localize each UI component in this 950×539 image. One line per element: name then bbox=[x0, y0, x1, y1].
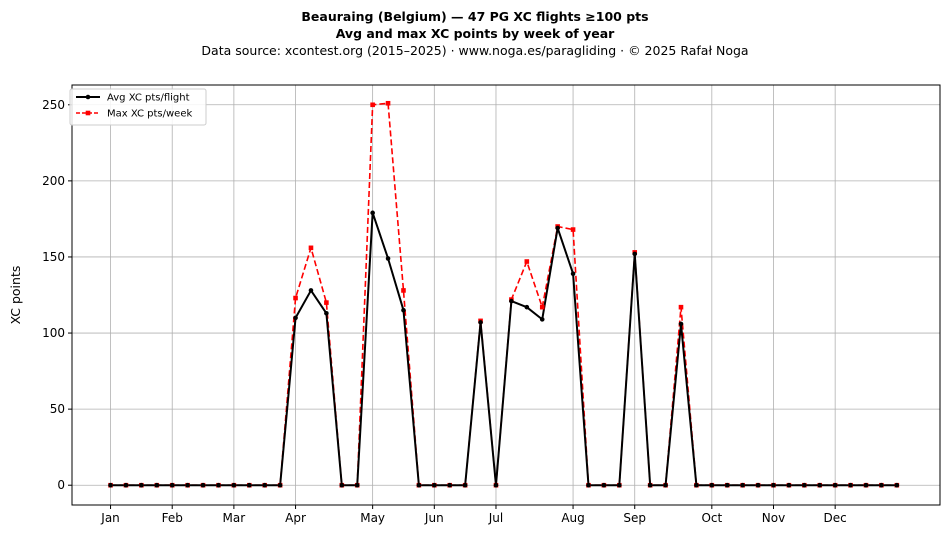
legend-box bbox=[69, 88, 207, 126]
max-point bbox=[524, 259, 530, 264]
legend: Avg XC pts/flight Max XC pts/week bbox=[69, 88, 207, 126]
avg-point bbox=[231, 482, 237, 488]
avg-point bbox=[200, 482, 206, 488]
avg-point bbox=[185, 482, 190, 488]
avg-point bbox=[832, 482, 838, 488]
avg-point bbox=[894, 482, 900, 488]
avg-point bbox=[724, 482, 730, 488]
x-tick-label: Dec bbox=[824, 511, 847, 525]
avg-point bbox=[216, 482, 221, 488]
avg-point bbox=[324, 310, 329, 316]
avg-point bbox=[524, 304, 530, 310]
x-tick-label: Oct bbox=[701, 511, 722, 525]
x-tick-label: Jun bbox=[424, 511, 444, 525]
avg-point bbox=[277, 482, 283, 488]
avg-point bbox=[617, 482, 622, 488]
x-tick-label: Sep bbox=[623, 511, 646, 525]
max-point bbox=[370, 102, 375, 108]
y-axis-label: XC points bbox=[8, 266, 23, 325]
avg-point bbox=[370, 210, 375, 216]
avg-point bbox=[601, 482, 607, 488]
avg-point bbox=[108, 482, 113, 488]
y-tick-label: 150 bbox=[42, 250, 65, 264]
avg-point bbox=[632, 251, 638, 257]
series-line-avg bbox=[110, 211, 897, 487]
avg-point bbox=[478, 320, 483, 325]
avg-point bbox=[416, 482, 422, 488]
avg-point bbox=[339, 482, 345, 488]
avg-point bbox=[663, 482, 668, 488]
avg-point bbox=[570, 271, 576, 276]
avg-point bbox=[555, 225, 560, 231]
max-point bbox=[293, 295, 298, 301]
avg-point bbox=[308, 288, 314, 293]
grid-lines bbox=[72, 85, 940, 505]
x-tick-label: Apr bbox=[285, 511, 306, 525]
max-point bbox=[570, 227, 576, 232]
avg-point bbox=[586, 482, 591, 488]
avg-point bbox=[154, 482, 160, 488]
max-point bbox=[308, 245, 314, 251]
axis-ticks: Jan Feb Mar Apr May Jun Jul Aug Sep Oct Nov Dec 0 50 1… bbox=[42, 98, 847, 525]
avg-point bbox=[740, 482, 745, 488]
chart-title: Beauraing (Belgium) — 47 PG XC flights ≥… bbox=[301, 9, 649, 24]
avg-point bbox=[879, 482, 884, 488]
y-tick-label: 50 bbox=[50, 402, 65, 416]
plot-frame bbox=[71, 84, 941, 506]
y-tick-label: 0 bbox=[57, 478, 65, 492]
avg-point bbox=[709, 482, 715, 488]
legend-swatch-marker bbox=[85, 110, 91, 116]
x-tick-label: Jan bbox=[100, 511, 120, 525]
avg-point bbox=[123, 482, 129, 488]
chart-title-block: Beauraing (Belgium) — 47 PG XC flights ≥… bbox=[0, 8, 950, 59]
avg-point bbox=[863, 482, 869, 488]
avg-point bbox=[493, 482, 499, 488]
avg-point bbox=[354, 482, 360, 488]
max-point bbox=[385, 100, 391, 106]
avg-point bbox=[817, 482, 823, 488]
data-source-note: Data source: xcontest.org (2015–2025) · … bbox=[201, 43, 749, 58]
avg-point bbox=[771, 482, 776, 488]
avg-point bbox=[462, 482, 468, 488]
legend-swatch-marker bbox=[85, 94, 91, 100]
x-tick-label: Aug bbox=[561, 511, 584, 525]
max-point bbox=[539, 304, 545, 310]
avg-point bbox=[262, 482, 268, 488]
avg-point bbox=[786, 482, 792, 488]
y-tick-label: 200 bbox=[42, 174, 65, 188]
x-tick-label: Jul bbox=[488, 511, 503, 525]
avg-point bbox=[694, 482, 699, 488]
avg-point bbox=[802, 482, 807, 488]
legend-label: Max XC pts/week bbox=[107, 109, 192, 120]
max-point bbox=[401, 288, 406, 293]
y-tick-label: 250 bbox=[42, 98, 65, 112]
avg-point bbox=[447, 482, 453, 488]
max-point bbox=[678, 304, 684, 310]
avg-point bbox=[385, 256, 391, 261]
avg-point bbox=[169, 482, 175, 488]
avg-point bbox=[509, 298, 514, 304]
chart-subtitle: Avg and max XC points by week of year bbox=[335, 26, 615, 41]
y-tick-label: 100 bbox=[42, 326, 65, 340]
x-tick-label: Feb bbox=[162, 511, 183, 525]
avg-point bbox=[755, 482, 761, 488]
avg-point bbox=[432, 482, 437, 488]
max-point bbox=[324, 300, 329, 305]
x-tick-label: Mar bbox=[223, 511, 246, 525]
avg-point bbox=[139, 482, 144, 488]
avg-point bbox=[678, 321, 684, 327]
series-line-max bbox=[110, 102, 897, 487]
x-tick-label: Nov bbox=[762, 511, 785, 525]
avg-point bbox=[647, 482, 653, 488]
avg-point bbox=[848, 482, 853, 488]
avg-point bbox=[293, 315, 298, 321]
avg-point bbox=[539, 317, 545, 322]
avg-point bbox=[401, 307, 406, 313]
series-layer bbox=[108, 100, 900, 488]
avg-point bbox=[247, 482, 252, 488]
legend-label: Avg XC pts/flight bbox=[107, 93, 190, 104]
x-tick-label: May bbox=[360, 511, 385, 525]
